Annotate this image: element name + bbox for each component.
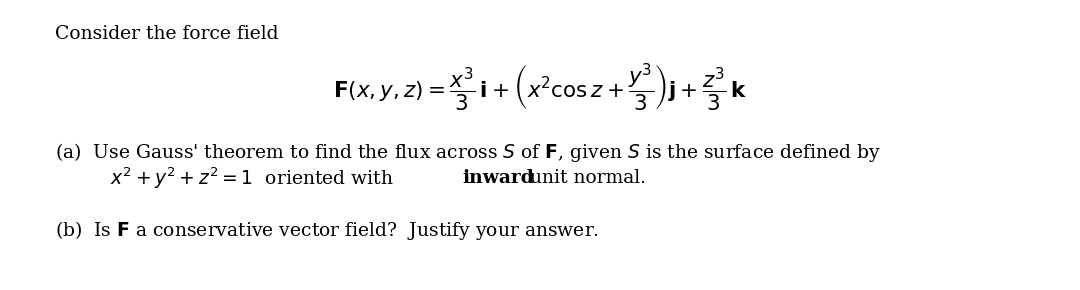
Text: (b)  Is $\mathbf{F}$ a conservative vector field?  Justify your answer.: (b) Is $\mathbf{F}$ a conservative vecto… bbox=[55, 218, 599, 242]
Text: $x^2 + y^2 + z^2 = 1$  oriented with: $x^2 + y^2 + z^2 = 1$ oriented with bbox=[110, 165, 394, 191]
Text: $\mathbf{F}(x, y, z) = \dfrac{x^3}{3}\,\mathbf{i} + \left(x^2 \cos z + \dfrac{y^: $\mathbf{F}(x, y, z) = \dfrac{x^3}{3}\,\… bbox=[333, 61, 747, 113]
Text: Consider the force field: Consider the force field bbox=[55, 25, 279, 43]
Text: unit normal.: unit normal. bbox=[524, 169, 646, 187]
Text: inward: inward bbox=[462, 169, 534, 187]
Text: (a)  Use Gauss' theorem to find the flux across $S$ of $\mathbf{F}$, given $S$ i: (a) Use Gauss' theorem to find the flux … bbox=[55, 140, 881, 164]
